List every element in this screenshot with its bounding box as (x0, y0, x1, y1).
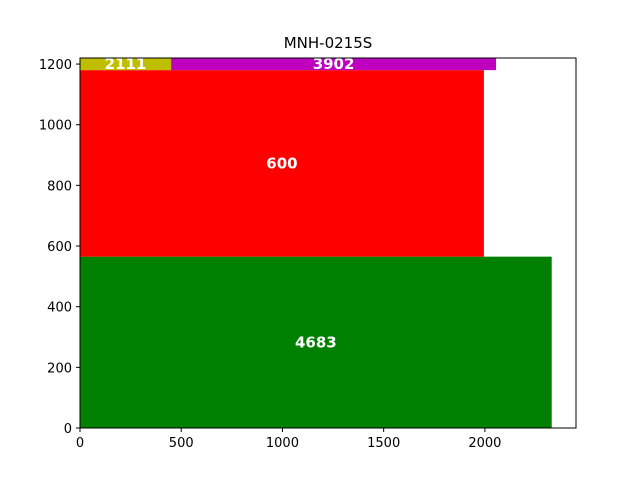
chart-title: MNH-0215S (284, 34, 373, 52)
y-tick-label-800: 800 (47, 179, 72, 194)
x-tick-label-0: 0 (76, 436, 84, 451)
bar-label-2111: 2111 (105, 55, 147, 73)
bar-label-4683: 4683 (295, 333, 337, 351)
x-tick-label-1000: 1000 (266, 436, 299, 451)
x-tick-label-1500: 1500 (367, 436, 400, 451)
y-tick-label-1000: 1000 (39, 119, 72, 134)
y-tick-label-1200: 1200 (39, 58, 72, 73)
y-tick-label-0: 0 (64, 422, 72, 437)
plot-frame (79, 57, 577, 429)
y-axis: 0 200 400 600 800 1000 1200 (39, 58, 80, 437)
bar-label-3902: 3902 (313, 55, 355, 73)
y-tick-label-600: 600 (47, 240, 72, 255)
bars-layer: 4683 600 2111 3902 (80, 55, 552, 428)
x-axis: 0 500 1000 1500 2000 (76, 428, 501, 451)
bar-2111 (80, 58, 172, 71)
bar-label-600: 600 (266, 154, 297, 172)
x-tick-label-500: 500 (169, 436, 194, 451)
y-tick-label-200: 200 (47, 361, 72, 376)
x-tick-label-2000: 2000 (468, 436, 501, 451)
y-tick-label-400: 400 (47, 301, 72, 316)
bar-3902 (171, 58, 497, 71)
bar-4683 (80, 256, 552, 428)
bar-600 (80, 70, 484, 257)
